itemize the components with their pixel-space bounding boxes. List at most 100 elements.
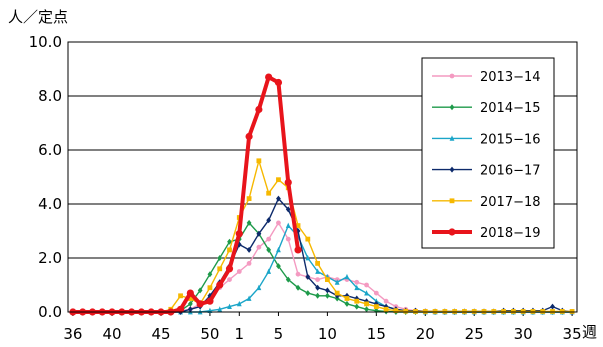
data-point <box>246 246 252 253</box>
data-point <box>540 309 546 314</box>
data-point <box>256 230 262 237</box>
data-point <box>334 279 340 285</box>
data-point <box>334 290 340 296</box>
data-point <box>285 206 291 213</box>
x-tick-label: 35 <box>563 325 582 343</box>
y-tick-label: 6.0 <box>38 141 62 159</box>
data-point <box>481 309 487 314</box>
data-point <box>449 198 455 204</box>
x-tick-label: 45 <box>151 325 170 343</box>
data-point <box>354 284 360 291</box>
data-point <box>186 289 194 297</box>
data-point <box>285 222 291 228</box>
legend-label: 2016−17 <box>480 164 541 179</box>
y-tick-label: 10.0 <box>29 33 62 51</box>
data-point <box>235 230 243 238</box>
data-point <box>217 255 223 261</box>
data-point <box>491 309 497 314</box>
x-tick-label: 1 <box>235 325 245 343</box>
y-axis-unit-label: 人／定点 <box>8 8 68 26</box>
x-axis-unit-label: 週 <box>582 323 597 341</box>
data-point <box>315 292 321 299</box>
data-point <box>246 261 252 266</box>
data-point <box>176 305 185 313</box>
data-point <box>315 284 321 291</box>
data-point <box>276 220 281 226</box>
y-tick-label: 4.0 <box>38 195 62 213</box>
data-point <box>324 292 330 299</box>
data-point <box>256 158 262 164</box>
data-point <box>285 276 291 283</box>
x-tick-label: 10 <box>318 325 337 343</box>
data-point <box>448 228 456 236</box>
data-point <box>315 277 321 282</box>
data-point <box>569 309 575 314</box>
data-point <box>246 295 252 301</box>
legend-label: 2013−14 <box>480 70 541 85</box>
data-point <box>442 309 448 314</box>
data-point <box>315 261 321 266</box>
data-point <box>227 303 232 309</box>
data-point <box>187 306 193 313</box>
data-point <box>305 290 311 297</box>
data-point <box>559 309 565 314</box>
plot-area-border <box>67 41 578 313</box>
x-tick-label: 40 <box>103 325 122 343</box>
data-point <box>187 300 193 307</box>
data-point <box>266 217 272 224</box>
data-point <box>383 306 389 312</box>
data-point <box>344 296 350 301</box>
data-point <box>276 177 281 183</box>
y-axis-ticks: 0.0 2.0 4.0 6.0 8.0 10.0 <box>29 33 62 321</box>
data-point <box>266 268 272 274</box>
legend-box <box>421 57 555 249</box>
y-tick-label: 8.0 <box>38 87 62 105</box>
y-tick-label: 0.0 <box>38 303 62 321</box>
data-point <box>354 298 360 304</box>
data-point <box>354 279 360 285</box>
data-point <box>305 255 311 261</box>
data-point <box>265 73 273 81</box>
data-point <box>236 241 242 248</box>
data-point <box>284 178 292 186</box>
data-point <box>274 78 283 87</box>
legend-item: 2014−15 <box>432 101 541 116</box>
data-point <box>449 104 455 111</box>
data-point <box>255 105 263 114</box>
legend-item: 2017−18 <box>432 195 541 210</box>
data-point <box>449 73 455 79</box>
data-point <box>305 273 311 280</box>
data-point <box>432 309 438 314</box>
data-point <box>364 290 369 296</box>
x-tick-label: 15 <box>367 325 386 343</box>
data-point <box>225 265 234 273</box>
data-point <box>393 308 399 314</box>
data-point <box>207 271 213 278</box>
data-point <box>245 132 253 141</box>
data-point <box>520 309 526 314</box>
data-point <box>413 309 418 314</box>
data-point <box>236 300 242 307</box>
data-point <box>266 246 272 253</box>
data-point <box>452 309 458 314</box>
data-point <box>197 287 203 294</box>
x-tick-label: 50 <box>200 325 219 343</box>
legend-label: 2018−19 <box>480 226 541 241</box>
data-point <box>364 301 369 307</box>
x-tick-label: 5 <box>274 325 284 343</box>
data-point <box>217 306 223 312</box>
legend-item: 2016−17 <box>432 164 541 179</box>
data-point <box>315 268 321 274</box>
data-point <box>285 236 291 242</box>
data-point <box>187 296 193 301</box>
data-point <box>256 284 262 291</box>
data-point <box>206 297 214 305</box>
data-point <box>324 277 330 282</box>
legend-item: 2015−16 <box>432 132 541 147</box>
data-point <box>550 309 555 314</box>
data-point <box>256 244 262 250</box>
data-point <box>276 263 281 270</box>
data-point <box>295 223 301 228</box>
data-point <box>207 285 213 291</box>
